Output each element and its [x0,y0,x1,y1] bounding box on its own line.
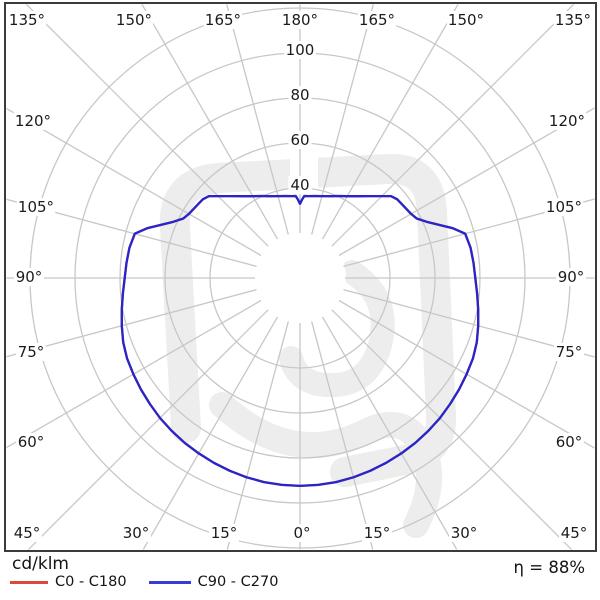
grid-spoke-255 [6,198,257,267]
grid-spoke-75 [343,289,595,358]
legend-label-c0-c180: C0 - C180 [55,574,127,590]
angle-label-15deg: 15° [364,524,391,542]
watermark-logo [159,150,457,538]
legend-label-c90-c270: C90 - C270 [197,574,279,590]
angle-label-mask [553,11,593,29]
angle-label-mask [203,11,243,29]
angle-label-135deg: 135° [9,11,45,29]
angle-label-180deg: 180° [282,11,318,29]
angle-label-150deg: 150° [116,11,152,29]
chart-frame [4,2,597,552]
angle-label-mask [12,524,42,542]
center-blank-disc [254,232,346,324]
efficiency-label: η = 88% [513,558,585,577]
angle-label-75deg: 75° [18,343,45,361]
grid-spoke-300 [6,299,262,449]
angle-label-120deg: 120° [15,112,51,130]
angle-label-mask [357,11,397,29]
grid-spoke-15 [311,321,374,550]
radial-tick-label-60: 60 [290,131,309,149]
radial-label-mask [288,86,312,104]
grid-spoke-285 [6,289,257,358]
angle-label-165deg: 165° [359,11,395,29]
angle-label-mask [449,524,479,542]
grid-spoke-345 [226,321,289,550]
angle-label-45deg: 45° [561,524,588,542]
angle-label-120deg: 120° [549,112,585,130]
angle-label-mask [556,268,586,286]
grid-spoke-240 [6,107,262,257]
grid-spoke-195 [226,4,289,235]
angle-label-mask [13,112,53,130]
angle-label-mask [280,11,320,29]
angle-label-mask [446,11,486,29]
angle-label-60deg: 60° [556,433,583,451]
grid-spoke-30 [321,316,458,550]
angle-label-105deg: 105° [18,198,54,216]
radial-tick-label-40: 40 [290,176,309,194]
angle-label-mask [114,11,154,29]
angle-label-150deg: 150° [448,11,484,29]
angle-label-mask [544,198,584,216]
angle-label-90deg: 90° [16,268,43,286]
angle-label-mask [291,524,313,542]
angle-label-60deg: 60° [18,433,45,451]
radial-label-mask [284,41,316,59]
angle-label-mask [16,198,56,216]
angle-label-mask [14,268,44,286]
legend-line-red [10,580,48,584]
angle-label-mask [16,433,46,451]
angle-label-90deg: 90° [558,268,585,286]
angle-label-mask [7,11,47,29]
angle-label-mask [121,524,151,542]
grid-spoke-150 [321,4,459,240]
angle-label-105deg: 105° [546,198,582,216]
angle-label-15deg: 15° [211,524,238,542]
angle-labels: 135° 150° 165° 180° 165° 150° 135° 120° 105° 90° 7… [7,11,593,542]
angle-label-165deg: 165° [205,11,241,29]
angle-label-75deg: 75° [556,343,583,361]
curve-c90-c270 [120,194,480,488]
legend-line-blue [148,580,191,584]
grid-spoke-105 [343,198,595,267]
angle-label-45deg: 45° [14,524,41,542]
angle-label-mask [362,524,392,542]
radial-tick-label-100: 100 [286,41,315,59]
grid-spoke-330 [142,316,279,550]
legend-item-c0-c180: C0 - C180 [10,574,127,590]
legend: C0 - C180 C90 - C270 [10,574,278,590]
radial-tick-labels: 40 60 80 100 [284,41,316,194]
angle-label-30deg: 30° [451,524,478,542]
angle-label-0deg: 0° [293,524,310,542]
angle-label-mask [554,433,584,451]
angle-label-mask [547,112,587,130]
grid-spoke-60 [338,299,595,449]
grid-spoke-165 [311,4,374,235]
angle-label-mask [16,343,46,361]
angle-label-mask [554,343,584,361]
radial-label-mask [288,131,312,149]
angle-label-135deg: 135° [555,11,591,29]
angle-label-mask [559,524,589,542]
curves [120,194,480,488]
radial-tick-label-80: 80 [290,86,309,104]
radial-label-mask [288,176,312,194]
legend-item-c90-c270: C90 - C270 [148,574,279,590]
grid-spoke-210 [141,4,279,240]
angle-label-mask [209,524,239,542]
grid-spoke-120 [338,107,595,257]
grid-spoke-45 [331,309,573,550]
angle-label-30deg: 30° [123,524,150,542]
unit-label: cd/klm [12,554,69,574]
